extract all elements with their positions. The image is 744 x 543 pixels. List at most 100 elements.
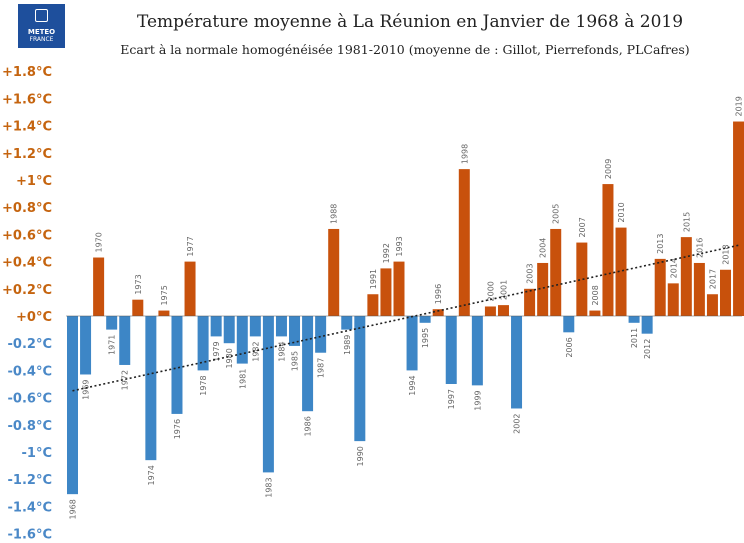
bar-1978 <box>197 316 209 371</box>
year-labels: 1968 1969 1970 1971 1972 1973 1974 1975 1976 1977… <box>69 96 744 519</box>
year-label: 2012 <box>643 339 652 359</box>
bar-2004 <box>537 262 549 316</box>
logo-line-1: METEO <box>27 28 56 36</box>
trend-line <box>72 244 739 392</box>
bar-2015 <box>680 237 692 316</box>
bar-1973 <box>132 299 144 316</box>
year-label: 2018 <box>722 244 731 264</box>
y-tick-label: -1.6°C <box>8 528 52 543</box>
y-tick-label: +1°C <box>16 174 52 189</box>
year-label: 1986 <box>304 416 313 436</box>
y-axis: +1.8°C +1.6°C +1.4°C +1.2°C +1°C +0.8°C +0.6°C… <box>2 65 52 542</box>
bar-2010 <box>615 227 627 316</box>
y-tick-label: -1°C <box>22 446 52 461</box>
bar-2013 <box>654 258 666 316</box>
bar-2012 <box>641 316 653 334</box>
bar-1995 <box>419 316 431 323</box>
chart-subtitle: Ecart à la normale homogénéisée 1981-201… <box>120 42 690 57</box>
year-label: 2005 <box>552 204 561 224</box>
y-tick-label: -0.4°C <box>8 364 52 379</box>
bar-1981 <box>236 316 248 364</box>
bar-1969 <box>80 316 92 375</box>
y-tick-label: +0.4°C <box>2 256 52 271</box>
year-label: 1995 <box>421 328 430 348</box>
bar-1993 <box>393 261 405 316</box>
year-label: 2019 <box>735 96 744 116</box>
y-tick-label: +0.2°C <box>2 283 52 298</box>
year-label: 1982 <box>251 341 260 361</box>
year-label: 1968 <box>69 499 78 519</box>
bar-1974 <box>145 316 157 461</box>
year-label: 1981 <box>238 369 247 389</box>
y-tick-label: -1.2°C <box>8 473 52 488</box>
year-label: 1974 <box>147 465 156 485</box>
bar-2001 <box>497 305 509 316</box>
bar-1996 <box>432 309 444 316</box>
year-label: 2004 <box>539 238 548 258</box>
year-label: 1997 <box>447 389 456 409</box>
y-tick-label: -1.4°C <box>8 500 52 515</box>
bar-1972 <box>119 316 131 365</box>
bar-1979 <box>210 316 222 337</box>
y-tick-label: -0.8°C <box>8 419 52 434</box>
chart-title: Température moyenne à La Réunion en Janv… <box>136 12 684 32</box>
bar-2011 <box>628 316 640 323</box>
bar-1987 <box>315 316 327 353</box>
bar-1999 <box>471 316 483 386</box>
bar-2017 <box>706 294 718 316</box>
year-label: 1972 <box>121 370 130 390</box>
bar-1970 <box>93 257 105 316</box>
bar-2002 <box>511 316 523 409</box>
bar-1998 <box>458 169 470 316</box>
bar-1992 <box>380 268 392 316</box>
bar-1984 <box>275 316 287 337</box>
year-label: 1998 <box>460 144 469 164</box>
year-label: 2000 <box>486 281 495 301</box>
bar-1985 <box>289 316 301 346</box>
year-label: 1983 <box>264 477 273 497</box>
logo-mark-icon <box>35 9 48 22</box>
bar-1991 <box>367 294 379 316</box>
year-label: 1988 <box>330 204 339 224</box>
bar-2003 <box>524 288 536 316</box>
year-label: 2015 <box>682 212 691 232</box>
year-label: 2008 <box>591 285 600 305</box>
year-label: 2011 <box>630 328 639 348</box>
bar-2014 <box>667 283 679 316</box>
y-tick-label: +1.8°C <box>2 65 52 80</box>
year-label: 1985 <box>291 351 300 371</box>
bar-1977 <box>184 261 196 316</box>
bar-1989 <box>341 316 353 330</box>
year-label: 1993 <box>395 236 404 256</box>
bars-group <box>67 121 744 495</box>
year-label: 2014 <box>669 258 678 278</box>
y-tick-label: +0.6°C <box>2 228 52 243</box>
bar-1988 <box>328 228 340 316</box>
y-tick-label: +1.4°C <box>2 120 52 135</box>
year-label: 1990 <box>356 446 365 466</box>
bar-1990 <box>354 316 366 442</box>
year-label: 1996 <box>434 284 443 304</box>
year-label: 1975 <box>160 285 169 305</box>
year-label: 2016 <box>695 238 704 258</box>
year-label: 1978 <box>199 375 208 395</box>
meteo-france-logo: METEO FRANCE <box>18 4 65 48</box>
bar-1975 <box>158 310 170 316</box>
year-label: 1991 <box>369 269 378 289</box>
year-label: 1980 <box>225 348 234 368</box>
y-tick-label: +0°C <box>16 310 52 325</box>
year-label: 1992 <box>382 243 391 263</box>
logo-line-2: FRANCE <box>29 36 54 43</box>
bar-1983 <box>262 316 274 473</box>
year-label: 1970 <box>95 232 104 252</box>
bar-2007 <box>576 242 588 316</box>
year-label: 2001 <box>499 280 508 300</box>
bar-1976 <box>171 316 183 414</box>
year-label: 1976 <box>173 419 182 439</box>
year-label: 1977 <box>186 236 195 256</box>
year-label: 1994 <box>408 375 417 395</box>
year-label: 1979 <box>212 341 221 361</box>
year-label: 1971 <box>108 335 117 355</box>
bar-1986 <box>302 316 314 412</box>
